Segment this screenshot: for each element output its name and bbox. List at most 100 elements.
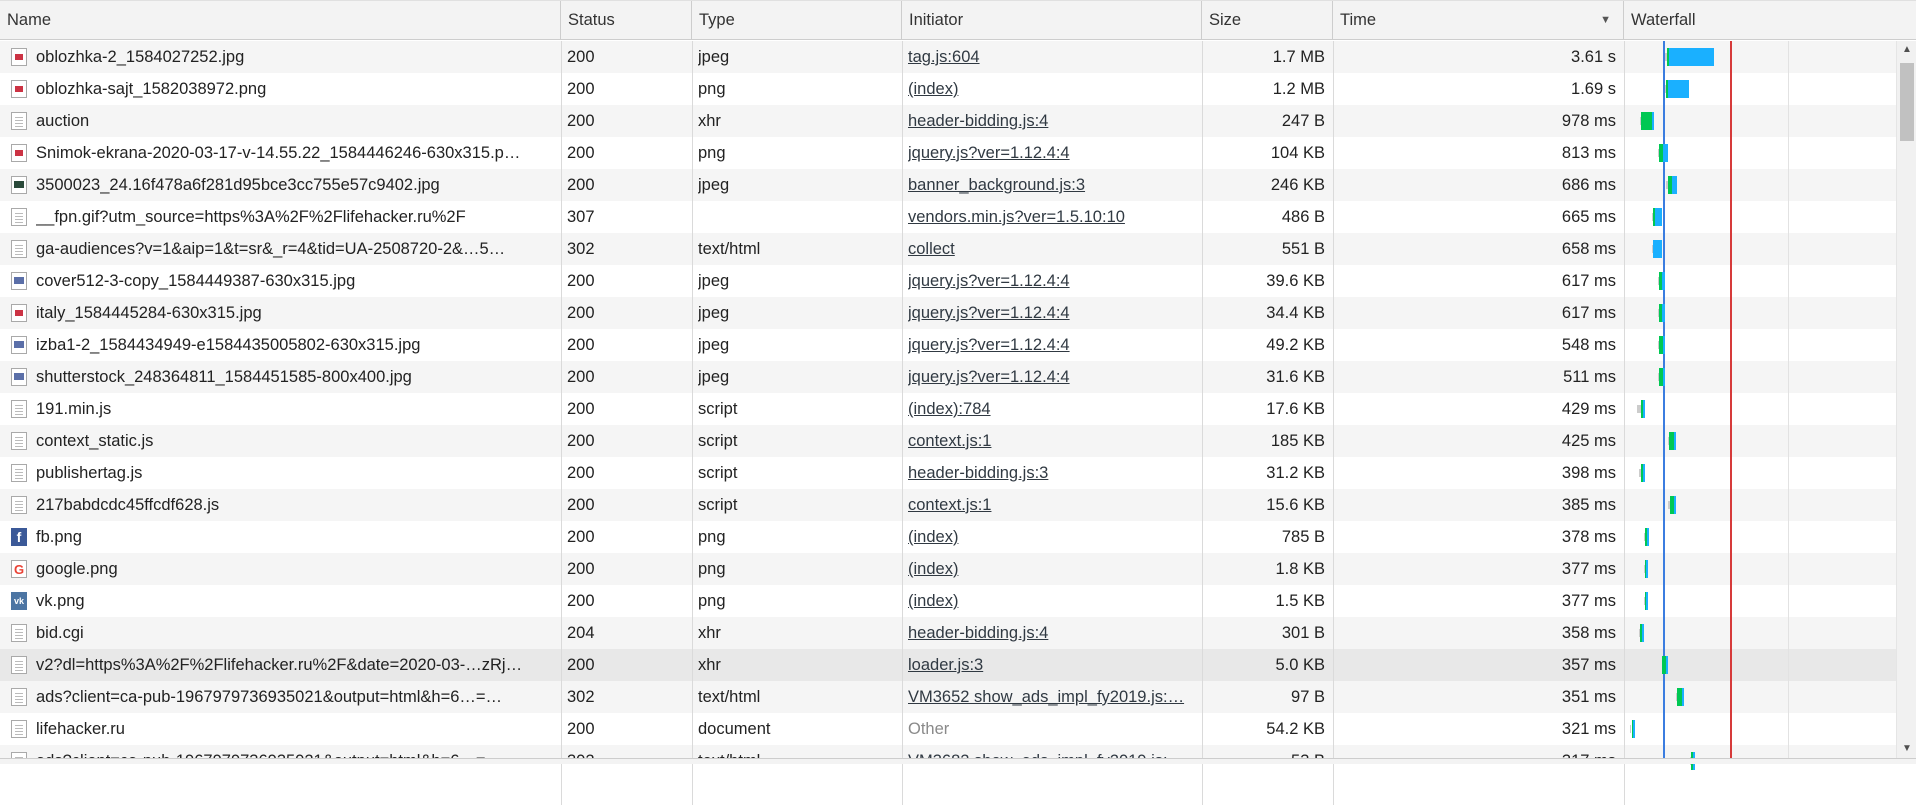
request-name: lifehacker.ru [36,720,125,738]
table-row[interactable]: shutterstock_248364811_1584451585-800x40… [0,361,1896,393]
request-initiator[interactable]: (index) [908,80,959,98]
request-name: oblozhka-2_1584027252.jpg [36,48,245,66]
request-status: 200 [567,528,595,546]
table-row[interactable]: __fpn.gif?utm_source=https%3A%2F%2Flifeh… [0,201,1896,233]
request-initiator[interactable]: (index) [908,592,959,610]
waterfall-bar[interactable] [1625,560,1896,578]
table-row[interactable]: oblozhka-2_1584027252.jpg 200 jpeg tag.js:6… [0,41,1896,73]
waterfall-bar[interactable] [1625,176,1896,194]
request-initiator[interactable]: jquery.js?ver=1.12.4:4 [908,144,1070,162]
column-header-time[interactable]: Time ▼ [1333,1,1624,40]
table-row[interactable]: ads?client=ca-pub-1967979736935021&outpu… [0,745,1896,758]
waterfall-bar[interactable] [1625,624,1896,642]
request-initiator[interactable]: jquery.js?ver=1.12.4:4 [908,368,1070,386]
request-initiator[interactable]: vendors.min.js?ver=1.5.10:10 [908,208,1125,226]
request-time: 351 ms [1561,688,1616,706]
table-row[interactable]: v2?dl=https%3A%2F%2Flifehacker.ru%2F&dat… [0,649,1896,681]
column-header-status[interactable]: Status [561,1,692,40]
scrollbar-thumb[interactable] [1900,63,1914,141]
waterfall-bar[interactable] [1625,464,1896,482]
column-divider[interactable] [1202,41,1203,805]
request-initiator[interactable]: VM3652 show_ads_impl_fy2019.js:… [908,688,1185,706]
column-header-initiator[interactable]: Initiator [902,1,1202,40]
table-row[interactable]: publishertag.js 200 script header-bidding.j… [0,457,1896,489]
waterfall-bar[interactable] [1625,432,1896,450]
column-header-size[interactable]: Size [1202,1,1333,40]
request-initiator[interactable]: (index):784 [908,400,991,418]
request-initiator[interactable]: header-bidding.js:3 [908,464,1049,482]
waterfall-bar[interactable] [1625,48,1896,66]
waterfall-bar[interactable] [1625,304,1896,322]
document-icon [11,208,27,226]
column-header-waterfall[interactable]: Waterfall [1624,1,1916,40]
waterfall-bar[interactable] [1625,528,1896,546]
table-row[interactable]: 191.min.js 200 script (index):784 17.6 KB 429… [0,393,1896,425]
request-initiator[interactable]: collect [908,240,955,258]
column-divider[interactable] [902,41,903,805]
request-initiator[interactable]: VM3682 show_ads_impl_fy2019.js:… [908,745,1193,758]
request-initiator[interactable]: jquery.js?ver=1.12.4:4 [908,304,1070,322]
scroll-down-arrow-icon[interactable]: ▼ [1902,743,1912,754]
request-size: 1.7 MB [1272,48,1325,66]
table-row[interactable]: ads?client=ca-pub-1967979736935021&outpu… [0,681,1896,713]
waterfall-bar[interactable] [1625,112,1896,130]
waterfall-bar[interactable] [1625,272,1896,290]
waterfall-bar[interactable] [1625,240,1896,258]
sort-descending-icon[interactable]: ▼ [1600,14,1611,26]
request-initiator[interactable]: context.js:1 [908,496,992,514]
request-initiator[interactable]: context.js:1 [908,432,992,450]
column-divider[interactable] [1624,41,1625,805]
request-type: png [698,144,726,162]
table-row[interactable]: f fb.png 200 png (index) 785 B 378 ms [0,521,1896,553]
waterfall-bar[interactable] [1625,80,1896,98]
waterfall-bar[interactable] [1625,144,1896,162]
table-row[interactable]: oblozhka-sajt_1582038972.png 200 png (index… [0,73,1896,105]
request-initiator[interactable]: jquery.js?ver=1.12.4:4 [908,272,1070,290]
table-row[interactable]: Snimok-ekrana-2020-03-17-v-14.55.22_1584… [0,137,1896,169]
waterfall-bar[interactable] [1625,208,1896,226]
table-row[interactable]: context_static.js 200 script context.js:1 18… [0,425,1896,457]
waterfall-bar[interactable] [1625,496,1896,514]
waterfall-bar[interactable] [1625,336,1896,354]
waterfall-bar[interactable] [1625,400,1896,418]
table-row[interactable]: izba1-2_1584434949-e1584435005802-630x31… [0,329,1896,361]
document-icon [11,688,27,706]
request-initiator[interactable]: (index) [908,528,959,546]
scroll-up-arrow-icon[interactable]: ▲ [1902,44,1912,55]
request-initiator[interactable]: loader.js:3 [908,656,984,674]
request-status: 200 [567,336,595,354]
column-divider[interactable] [1333,41,1334,805]
waterfall-bar[interactable] [1625,656,1896,674]
waterfall-bar[interactable] [1625,592,1896,610]
column-divider[interactable] [692,41,693,805]
vertical-scrollbar[interactable]: ▲ ▼ [1896,41,1916,758]
request-type: xhr [698,656,721,674]
request-type: script [698,464,738,482]
waterfall-bar[interactable] [1625,368,1896,386]
request-initiator[interactable]: (index) [908,560,959,578]
table-row[interactable]: auction 200 xhr header-bidding.js:4 247 B 978… [0,105,1896,137]
request-initiator: Other [908,720,950,738]
table-row[interactable]: bid.cgi 204 xhr header-bidding.js:4 301 B 358… [0,617,1896,649]
column-header-type[interactable]: Type [692,1,902,40]
waterfall-queue-segment [1657,373,1660,381]
waterfall-bar[interactable] [1625,720,1896,738]
request-initiator[interactable]: header-bidding.js:4 [908,624,1049,642]
table-row[interactable]: vk vk.png 200 png (index) 1.5 KB 377 ms [0,585,1896,617]
request-initiator[interactable]: header-bidding.js:4 [908,112,1049,130]
table-row[interactable]: 3500023_24.16f478a6f281d95bce3cc755e57c9… [0,169,1896,201]
table-row[interactable]: cover512-3-copy_1584449387-630x315.jpg 20… [0,265,1896,297]
column-header-name[interactable]: Name [0,1,561,40]
waterfall-download-segment [1668,80,1690,98]
request-initiator[interactable]: tag.js:604 [908,48,980,66]
request-initiator[interactable]: banner_background.js:3 [908,176,1086,194]
request-size: 247 B [1281,112,1325,130]
waterfall-bar[interactable] [1625,688,1896,706]
request-initiator[interactable]: jquery.js?ver=1.12.4:4 [908,336,1070,354]
table-row[interactable]: italy_1584445284-630x315.jpg 200 jpeg jquer… [0,297,1896,329]
column-divider[interactable] [561,41,562,805]
table-row[interactable]: ga-audiences?v=1&aip=1&t=sr&_r=4&tid=UA-… [0,233,1896,265]
table-row[interactable]: lifehacker.ru 200 document Other 54.2 KB 321 … [0,713,1896,745]
table-row[interactable]: 217babdcdc45ffcdf628.js 200 script context.… [0,489,1896,521]
